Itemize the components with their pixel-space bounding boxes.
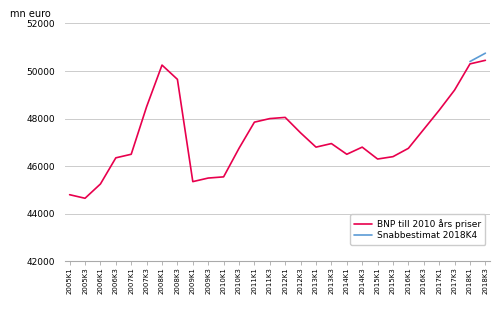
BNP till 2010 års priser <box>467 62 473 66</box>
Line: Snabbestimat 2018K4: Snabbestimat 2018K4 <box>470 53 486 62</box>
BNP till 2010 års priser <box>406 146 411 150</box>
BNP till 2010 års priser <box>82 196 88 200</box>
Text: mn euro: mn euro <box>10 9 50 19</box>
Legend: BNP till 2010 års priser, Snabbestimat 2018K4: BNP till 2010 års priser, Snabbestimat 2… <box>350 214 486 245</box>
BNP till 2010 års priser <box>144 105 150 109</box>
BNP till 2010 års priser <box>390 155 396 159</box>
BNP till 2010 års priser <box>452 88 458 92</box>
BNP till 2010 års priser <box>159 63 165 67</box>
BNP till 2010 års priser <box>252 120 258 124</box>
BNP till 2010 års priser <box>220 175 226 179</box>
BNP till 2010 års priser <box>205 176 211 180</box>
BNP till 2010 års priser <box>174 77 180 81</box>
BNP till 2010 års priser <box>113 156 119 160</box>
BNP till 2010 års priser <box>66 193 72 197</box>
BNP till 2010 års priser <box>98 182 103 186</box>
BNP till 2010 års priser <box>267 117 273 121</box>
BNP till 2010 års priser <box>344 152 350 156</box>
BNP till 2010 års priser <box>313 145 319 149</box>
BNP till 2010 års priser <box>482 58 488 62</box>
BNP till 2010 års priser <box>128 152 134 156</box>
BNP till 2010 års priser <box>374 157 380 161</box>
BNP till 2010 års priser <box>436 108 442 112</box>
Line: BNP till 2010 års priser: BNP till 2010 års priser <box>70 60 486 198</box>
BNP till 2010 års priser <box>282 115 288 119</box>
BNP till 2010 års priser <box>421 127 427 131</box>
BNP till 2010 års priser <box>328 142 334 146</box>
Snabbestimat 2018K4 <box>467 60 473 64</box>
BNP till 2010 års priser <box>298 131 304 135</box>
BNP till 2010 års priser <box>359 145 365 149</box>
BNP till 2010 års priser <box>236 146 242 150</box>
BNP till 2010 års priser <box>190 180 196 184</box>
Snabbestimat 2018K4 <box>482 51 488 55</box>
